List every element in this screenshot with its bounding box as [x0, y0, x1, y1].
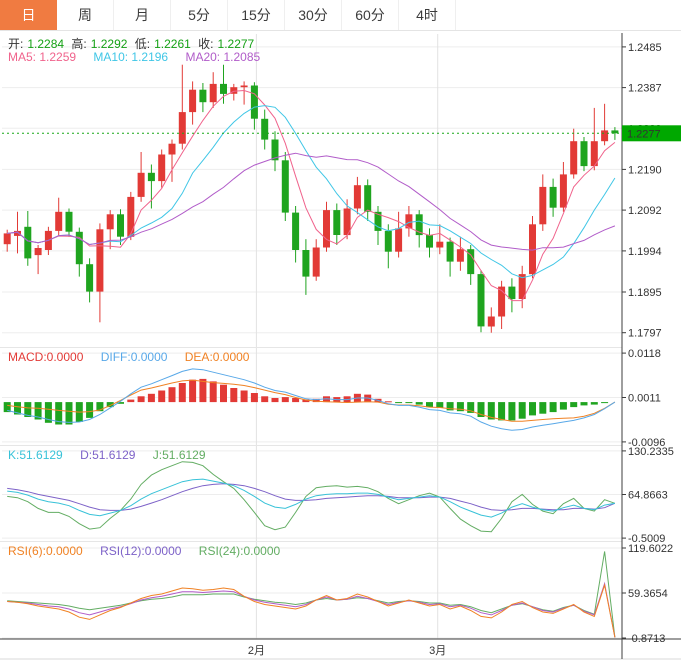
- svg-text:64.8663: 64.8663: [628, 490, 668, 502]
- svg-text:-0.8713: -0.8713: [628, 633, 665, 645]
- svg-text:0.0118: 0.0118: [628, 348, 661, 360]
- tab-month[interactable]: 月: [114, 0, 171, 30]
- svg-text:1.2190: 1.2190: [628, 164, 662, 176]
- chart-canvas[interactable]: 1.24851.23871.22891.21901.20921.19941.18…: [0, 31, 681, 665]
- tab-week[interactable]: 周: [57, 0, 114, 30]
- tab-60min[interactable]: 60分: [342, 0, 399, 30]
- svg-text:1.2485: 1.2485: [628, 42, 662, 54]
- svg-text:0.0011: 0.0011: [628, 393, 661, 405]
- rsi-panel: [7, 551, 616, 638]
- candlestick-series: [3, 64, 619, 333]
- svg-text:-0.0096: -0.0096: [628, 437, 665, 449]
- svg-text:119.6022: 119.6022: [628, 543, 673, 555]
- tab-5min[interactable]: 5分: [171, 0, 228, 30]
- axis-frame: [0, 33, 681, 660]
- period-tabbar: 日 周 月 5分 15分 30分 60分 4时: [0, 0, 681, 31]
- current-price-marker: 1.2277: [2, 125, 681, 142]
- svg-text:-0.5009: -0.5009: [628, 533, 665, 545]
- svg-text:1.1797: 1.1797: [628, 328, 662, 340]
- svg-text:2月: 2月: [248, 645, 265, 657]
- kdj-panel: [7, 461, 616, 533]
- tab-4hour[interactable]: 4时: [399, 0, 456, 30]
- svg-text:1.1994: 1.1994: [628, 246, 662, 258]
- tab-day[interactable]: 日: [0, 0, 57, 30]
- svg-text:1.2277: 1.2277: [627, 128, 661, 140]
- macd-panel: [3, 368, 616, 431]
- chart-area: 1.24851.23871.22891.21901.20921.19941.18…: [0, 31, 681, 665]
- svg-text:1.2092: 1.2092: [628, 205, 662, 217]
- svg-text:130.2335: 130.2335: [628, 446, 674, 458]
- tab-30min[interactable]: 30分: [285, 0, 342, 30]
- gridlines: [2, 34, 622, 639]
- svg-text:1.1895: 1.1895: [628, 287, 662, 299]
- tab-15min[interactable]: 15分: [228, 0, 285, 30]
- svg-text:1.2387: 1.2387: [628, 83, 662, 95]
- ma-lines: [7, 89, 616, 302]
- x-axis: 2月 3月: [248, 645, 446, 657]
- svg-text:3月: 3月: [429, 645, 446, 657]
- svg-text:59.3654: 59.3654: [628, 588, 668, 600]
